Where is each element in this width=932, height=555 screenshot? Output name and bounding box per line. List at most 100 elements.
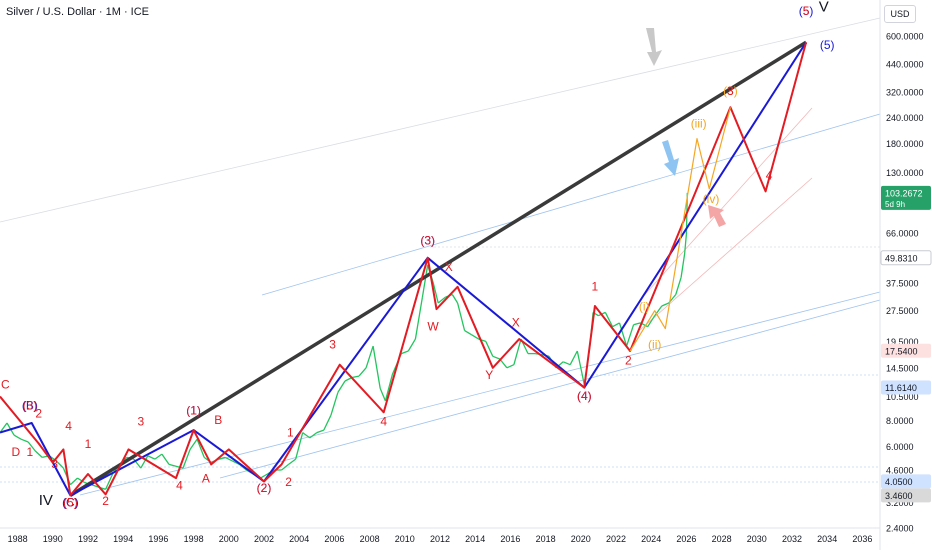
- channel-line-pink-2: [639, 177, 813, 331]
- price-segment: [69, 477, 78, 486]
- price-segment: [451, 294, 459, 304]
- wave-label: (3): [420, 233, 435, 247]
- wave-label: 3: [137, 414, 144, 428]
- x-tick-label: 2024: [641, 534, 661, 544]
- price-tag-bg: [881, 488, 931, 503]
- price-segment: [456, 302, 466, 331]
- y-tick-label: 66.0000: [886, 228, 919, 238]
- wave-label: 2: [102, 494, 109, 508]
- wave-label: (4): [577, 389, 592, 403]
- wave-label: Y: [485, 368, 493, 382]
- currency-button[interactable]: USD: [884, 5, 916, 23]
- price-segment: [485, 341, 494, 357]
- y-tick-label: 10.5000: [886, 392, 919, 402]
- price-segment: [612, 322, 620, 328]
- price-segment: [647, 315, 656, 328]
- price-segment: [675, 277, 682, 295]
- price-segment: [140, 455, 149, 469]
- wave-label: 1: [287, 426, 294, 440]
- y-tick-label: 130.0000: [886, 168, 924, 178]
- x-tick-label: 2032: [782, 534, 802, 544]
- wave-label: (2): [257, 481, 272, 495]
- x-tick-label: 2018: [536, 534, 556, 544]
- price-segment: [182, 449, 191, 469]
- x-tick-label: 2002: [254, 534, 274, 544]
- wave-label: (3): [723, 84, 738, 98]
- blue-arrow-icon: [662, 140, 679, 176]
- price-segment: [337, 380, 346, 393]
- wave-label: (i): [639, 300, 650, 314]
- wave-label: (ii): [648, 338, 661, 352]
- price-segment: [225, 456, 233, 462]
- x-tick-label: 1990: [43, 534, 63, 544]
- x-tick-label: 2036: [852, 534, 872, 544]
- price-segment: [309, 432, 318, 439]
- series-layer: [0, 40, 808, 497]
- channel-lines: [0, 17, 881, 496]
- wave-label: 2: [35, 407, 42, 421]
- wave-label: 2: [285, 475, 292, 489]
- price-segment: [633, 322, 641, 326]
- price-segment: [288, 458, 297, 465]
- x-tick-label: 2000: [219, 534, 239, 544]
- price-tag-label: 49.8310: [885, 253, 918, 263]
- channel-line-pink-1: [639, 107, 813, 301]
- x-tick-label: 2008: [360, 534, 380, 544]
- price-tag-label: 103.2672: [885, 188, 923, 198]
- price-segment: [154, 453, 163, 460]
- x-tick-label: 2034: [817, 534, 837, 544]
- price-segment: [358, 367, 367, 377]
- wave-label: 4: [766, 169, 773, 183]
- y-tick-label: 8.0000: [886, 416, 914, 426]
- y-tick-label: 14.5000: [886, 363, 919, 373]
- price-segment: [302, 432, 311, 439]
- y-tick-label: 19.5000: [886, 337, 919, 347]
- price-segment: [365, 345, 374, 368]
- price-segment: [414, 297, 424, 340]
- price-segment: [384, 373, 394, 402]
- wave-label: B: [214, 413, 222, 427]
- price-segment: [625, 324, 635, 347]
- x-tick-label: 2020: [571, 534, 591, 544]
- wave-label: (5): [63, 496, 78, 510]
- price-segment: [401, 350, 409, 355]
- price-segment: [464, 330, 473, 336]
- wave-label: (3): [420, 233, 435, 247]
- channel-line-mid: [261, 113, 881, 296]
- price-segment: [492, 355, 501, 360]
- x-tick-label: 1998: [184, 534, 204, 544]
- price-tag-bg: [881, 474, 931, 489]
- price-segment: [351, 375, 360, 379]
- wave-label: 3: [51, 457, 58, 471]
- price-segment: [372, 345, 381, 389]
- x-tick-label: 1988: [8, 534, 28, 544]
- x-tick-label: 2012: [430, 534, 450, 544]
- price-segment: [0, 422, 8, 433]
- price-segment: [513, 338, 522, 365]
- price-segment: [168, 463, 177, 467]
- wave-label: X: [445, 260, 453, 274]
- wave-label: 1: [592, 280, 599, 294]
- gray-arrow-icon: [646, 28, 662, 66]
- wave-label: A: [202, 472, 210, 486]
- wave-label: (5): [799, 4, 814, 18]
- y-tick-label: 600.0000: [886, 32, 924, 42]
- wave-label: V: [819, 0, 829, 16]
- y-tick-label: 2.4000: [886, 524, 914, 534]
- chart-title: Silver / U.S. Dollar · 1M · ICE: [6, 6, 150, 18]
- price-tag-bg: [881, 343, 931, 358]
- price-segment: [471, 334, 480, 340]
- price-segment: [576, 350, 585, 385]
- orange-subwave-path: [629, 107, 731, 352]
- price-segment: [683, 234, 688, 255]
- price-segment: [604, 312, 614, 327]
- price-segment: [218, 456, 226, 460]
- price-tag-label: 4.0500: [885, 477, 913, 487]
- black-trend: [69, 40, 808, 497]
- x-tick-label: 1994: [113, 534, 133, 544]
- wave-label: W: [427, 320, 439, 334]
- wave-label: 4: [380, 414, 387, 428]
- x-tick-label: 2022: [606, 534, 626, 544]
